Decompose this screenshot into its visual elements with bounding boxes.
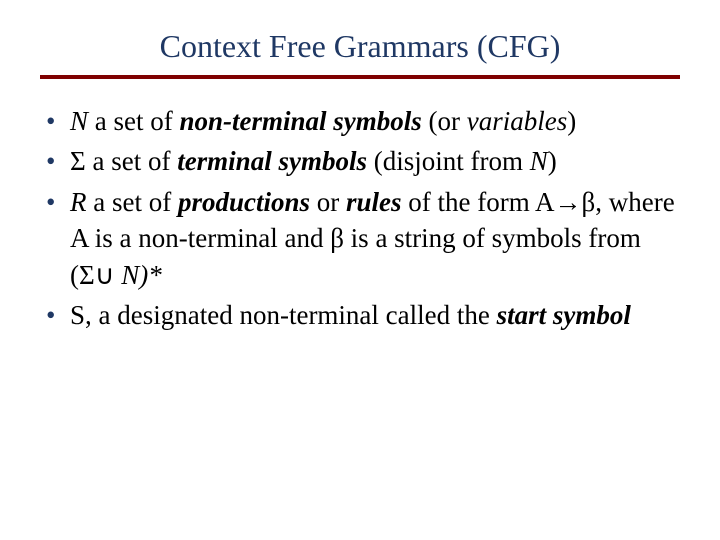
text-run: Σ a set of bbox=[70, 146, 177, 176]
text-run: rules bbox=[346, 187, 402, 217]
text-run: S, a designated non-terminal called the bbox=[70, 300, 497, 330]
text-run: ) bbox=[567, 106, 576, 136]
text-run: R bbox=[70, 187, 87, 217]
bullet-list: N a set of non-terminal symbols (or vari… bbox=[40, 103, 680, 334]
text-run: (or bbox=[422, 106, 467, 136]
text-run: non-terminal symbols bbox=[179, 106, 421, 136]
text-run: terminal symbols bbox=[177, 146, 367, 176]
text-run: a set of bbox=[88, 106, 179, 136]
slide: Context Free Grammars (CFG) N a set of n… bbox=[0, 0, 720, 540]
text-run: N)* bbox=[121, 260, 162, 290]
slide-title: Context Free Grammars (CFG) bbox=[40, 28, 680, 65]
text-run: or bbox=[310, 187, 346, 217]
text-run: N bbox=[530, 146, 548, 176]
list-item: N a set of non-terminal symbols (or vari… bbox=[40, 103, 680, 139]
text-run: (disjoint from bbox=[367, 146, 530, 176]
text-run: a set of bbox=[87, 187, 178, 217]
list-item: Σ a set of terminal symbols (disjoint fr… bbox=[40, 143, 680, 179]
slide-content: N a set of non-terminal symbols (or vari… bbox=[40, 103, 680, 334]
text-run: start symbol bbox=[497, 300, 631, 330]
text-run: productions bbox=[178, 187, 310, 217]
title-rule bbox=[40, 75, 680, 79]
text-run: ) bbox=[548, 146, 557, 176]
text-run: variables bbox=[467, 106, 568, 136]
list-item: S, a designated non-terminal called the … bbox=[40, 297, 680, 333]
list-item: R a set of productions or rules of the f… bbox=[40, 184, 680, 293]
text-run: N bbox=[70, 106, 88, 136]
